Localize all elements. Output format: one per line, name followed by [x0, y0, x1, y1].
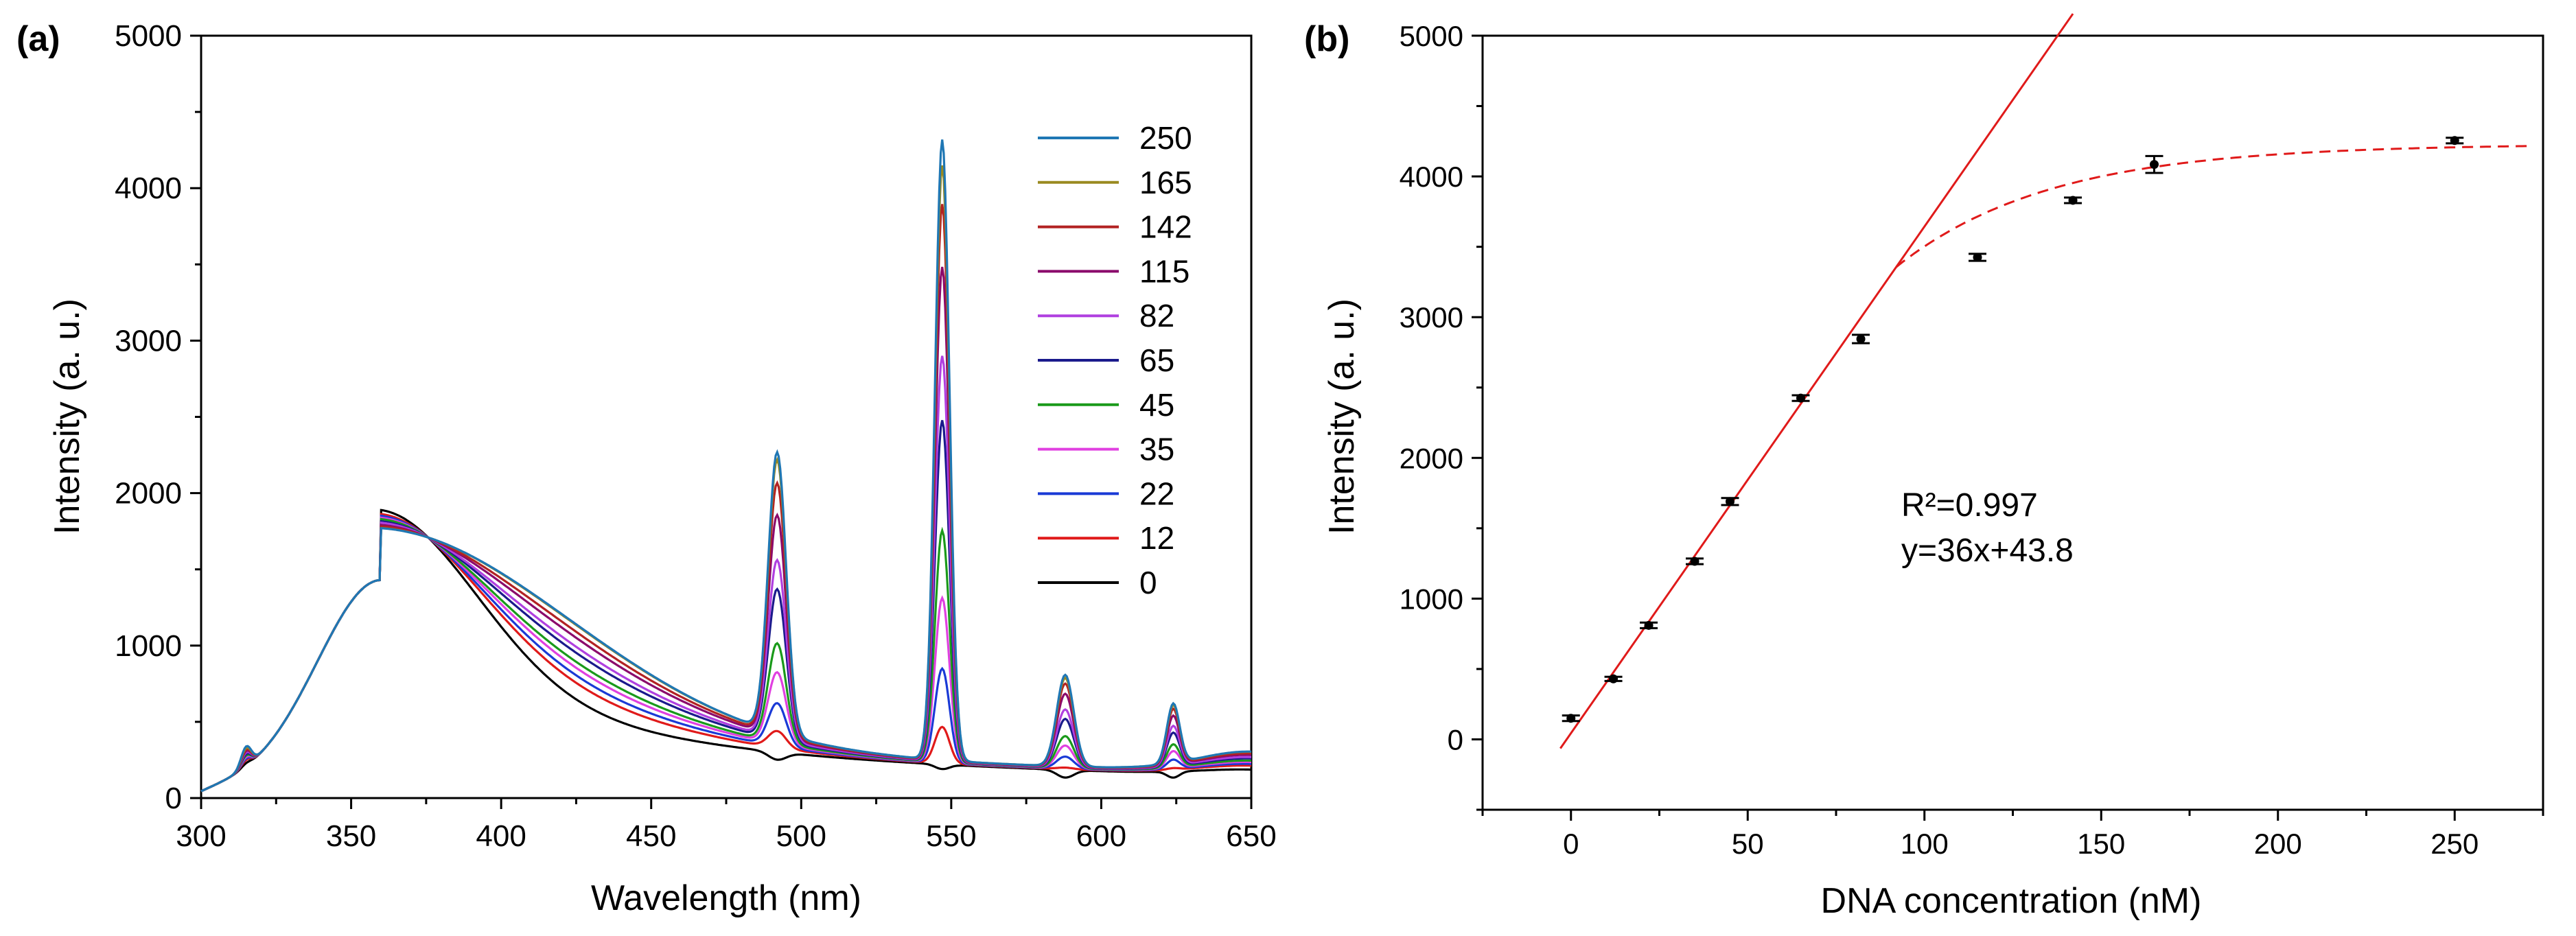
panel-a-x-tick-label: 400	[476, 819, 526, 853]
panel-b-data-point	[2450, 136, 2459, 145]
panel-b-data-point	[1690, 557, 1699, 566]
panel-a-y-tick-label: 0	[165, 782, 182, 815]
panel-b-y-axis-label: Intensity (a. u.)	[1322, 299, 1362, 535]
panel-a-series-line-22	[200, 515, 1251, 793]
panel-a-y-axis-label: Intensity (a. u.)	[47, 299, 87, 535]
panel-b-x-tick-label: 0	[1563, 828, 1579, 860]
panel-b-data-point	[1566, 714, 1576, 723]
panel-b-data-point	[1973, 253, 1982, 262]
panel-b-y-tick-label: 2000	[1400, 442, 1463, 474]
panel-b-annotation-equation: y=36x+43.8	[1901, 533, 2074, 569]
panel-b-y-tick-label: 5000	[1400, 20, 1463, 52]
panel-b-x-tick-label: 200	[2254, 828, 2302, 860]
panel-a-legend-label: 45	[1139, 387, 1174, 423]
panel-a-y-tick-label: 2000	[115, 477, 182, 511]
panel-b-y-tick-label: 0	[1448, 723, 1463, 756]
panel-a-y-tick-label: 3000	[115, 324, 182, 358]
panel-a-series-line-12	[200, 513, 1252, 793]
panel-a-legend-label: 82	[1139, 298, 1174, 334]
panel-a-x-tick-label: 300	[176, 819, 226, 853]
panel-a-series-line-165	[200, 165, 1251, 793]
panel-a-series-line-0	[200, 508, 1251, 793]
panel-b-x-tick-label: 50	[1732, 828, 1764, 860]
panel-b-data-point	[2068, 196, 2078, 205]
panel-a-legend: 250 165 142 115 82 65 45 35 22 12 0	[1038, 120, 1192, 600]
panel-a-chart: 300 350 400 450 500 550 600 6500100020003000400…	[47, 19, 1277, 918]
panel-b-x-tick-label: 250	[2430, 828, 2479, 860]
panel-a-series-line-250	[200, 139, 1252, 793]
panel-a-legend-label: 165	[1139, 165, 1192, 200]
panel-a-y-tick-label: 5000	[115, 19, 182, 53]
panel-a-legend-label: 250	[1139, 120, 1192, 156]
panel-a-y-tick-label: 4000	[115, 172, 182, 205]
panel-b-plot-frame	[1481, 34, 2544, 811]
panel-a-plot-frame	[200, 34, 1253, 799]
panel-b-y-tick-label: 1000	[1400, 583, 1463, 615]
panel-label-b: (b)	[1304, 19, 1349, 59]
panel-a-curves	[200, 139, 1252, 793]
panel-b-data-point	[1856, 334, 1866, 344]
panel-a-legend-label: 35	[1139, 432, 1174, 467]
panel-a-x-tick-label: 350	[326, 819, 376, 853]
panel-a-x-axis-label: Wavelength (nm)	[591, 878, 861, 918]
panel-a-legend-label: 142	[1139, 209, 1192, 245]
panel-b-y-tick-label: 3000	[1400, 301, 1463, 334]
panel-a-x-tick-label: 650	[1226, 819, 1276, 853]
panel-b-annotation-r2: R²=0.997	[1901, 487, 2038, 524]
panel-a-series-line-35	[200, 516, 1251, 793]
panel-b-linear-fit-line	[1559, 13, 2074, 749]
panel-b-data-point	[2150, 160, 2159, 169]
panel-label-a: (a)	[16, 19, 60, 59]
panel-b-data-point	[1726, 497, 1734, 506]
panel-b-x-tick-label: 100	[1901, 828, 1949, 860]
panel-b-chart: 0 50 100 150 200 250 0 1000 2000 3000 4000 5000 R²=…	[1322, 13, 2544, 921]
panel-a-legend-label: 115	[1139, 253, 1190, 289]
panel-b-ticks: 0 50 100 150 200 250 0 1000 2000 3000 4000 5000	[1400, 20, 2544, 860]
panel-a-legend-label: 65	[1139, 342, 1174, 378]
panel-b-curves	[1559, 13, 2533, 749]
panel-a-x-tick-label: 450	[626, 819, 676, 853]
panel-b-saturation-curve	[1895, 145, 2533, 268]
panel-a-legend-label: 0	[1139, 565, 1157, 600]
panel-b-x-tick-label: 150	[2077, 828, 2125, 860]
panel-a-series-line-45	[200, 517, 1251, 793]
panel-a-x-tick-label: 550	[926, 819, 976, 853]
panel-a-legend-label: 12	[1139, 520, 1174, 556]
panel-a-series-line-142	[200, 204, 1251, 793]
panel-b-y-tick-label: 4000	[1400, 161, 1463, 193]
panel-a-series-line-115	[200, 266, 1251, 793]
panel-a-x-tick-label: 500	[776, 819, 826, 853]
panel-b-data-point	[1609, 674, 1618, 683]
panel-b-data-point	[1796, 393, 1805, 403]
panel-a-x-tick-label: 600	[1076, 819, 1126, 853]
panel-a-y-tick-label: 1000	[115, 629, 182, 663]
panel-a-ticks: 300 350 400 450 500 550 600 6500100020003000400…	[115, 19, 1277, 853]
panel-a-legend-label: 22	[1139, 476, 1174, 511]
panel-b-points	[1562, 136, 2464, 723]
panel-b-x-axis-label: DNA concentration (nM)	[1821, 881, 2202, 921]
panel-b-data-point	[1644, 620, 1653, 630]
